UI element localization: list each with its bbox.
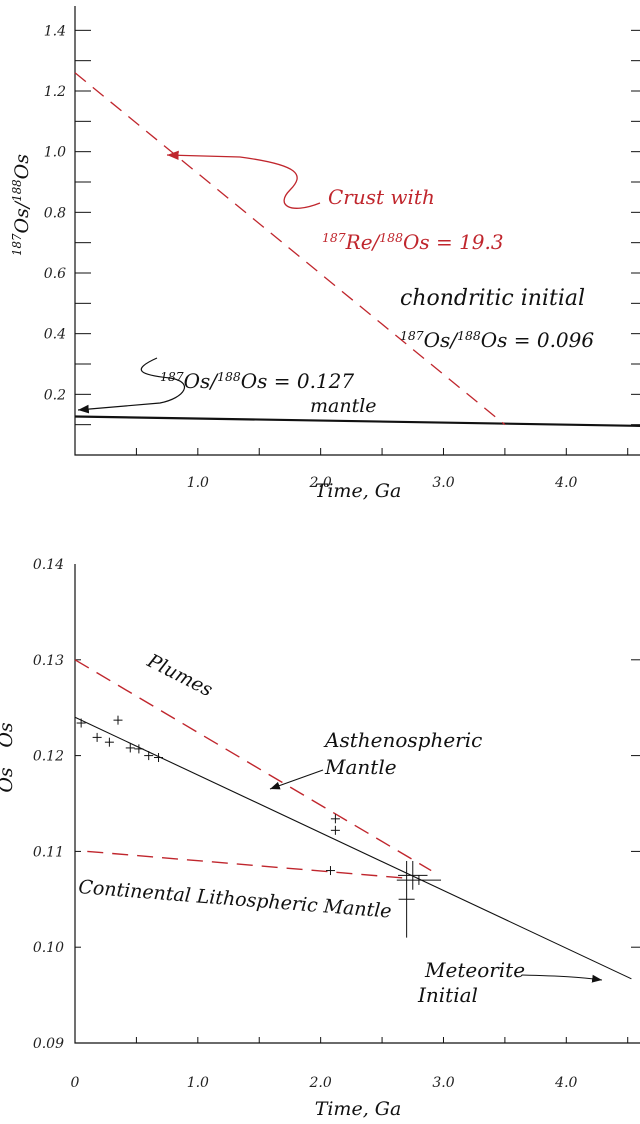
bottom-y-tick-label: 0.12 <box>33 749 64 765</box>
bottom-x-tick-label: 2.0 <box>309 1075 332 1091</box>
clm-line <box>87 850 407 879</box>
bottom-y-tick-label: 0.10 <box>33 940 64 956</box>
data-point <box>144 751 154 761</box>
top-ylabel: 187Os/188Os <box>10 154 33 256</box>
bottom-x-tick-label: 1.0 <box>187 1075 209 1091</box>
bottom-ylabel-partial-2: Os <box>0 767 17 793</box>
bottom-y-tick-label: 0.14 <box>33 557 64 573</box>
plumes-label: Plumes <box>143 649 217 701</box>
bottom-x-tick-label: 0 <box>71 1075 80 1091</box>
asthenospheric-mantle-line <box>74 716 632 980</box>
bottom-xlabel: Time, Ga <box>315 1098 402 1120</box>
top-x-tick-label: 1.0 <box>187 475 209 491</box>
meteorite-label-line2: Initial <box>417 983 478 1007</box>
bottom-y-tick-label: 0.09 <box>33 1036 64 1052</box>
mantle-evolution-line <box>74 415 640 427</box>
clm-label: Continental Lithospheric Mantle <box>78 876 393 923</box>
asthenospheric-label-line2: Mantle <box>324 755 397 779</box>
crust-evolution-line <box>74 72 506 426</box>
data-point <box>330 825 340 835</box>
bottom-x-tick-label: 4.0 <box>554 1075 577 1091</box>
bottom-ylabel-partial: Os <box>0 722 17 748</box>
data-point <box>325 866 335 876</box>
top-y-tick-label: 0.4 <box>44 327 66 343</box>
data-point <box>134 744 144 754</box>
data-point <box>125 743 135 753</box>
top-xlabel: Time, Ga <box>315 480 402 502</box>
mantle-ratio-arrow <box>77 357 185 414</box>
top-axis-ticks: 1.0 2.0 3.0 4.0 0.2 0.4 0.6 0.8 1.0 1.2 1.4 <box>44 23 640 491</box>
bottom-axis-ticks: 0 1.0 2.0 3.0 4.0 0.09 0.10 0.11 0.12 0.13 0.14 <box>33 557 640 1091</box>
top-y-tick-label: 1.0 <box>44 145 66 161</box>
top-y-tick-label: 0.6 <box>44 266 66 282</box>
top-y-tick-label: 1.2 <box>44 84 66 100</box>
bottom-y-tick-label: 0.13 <box>33 653 64 669</box>
top-plot-frame <box>74 6 640 456</box>
crust-label-line1: Crust with <box>328 185 435 209</box>
error-bar-point <box>396 875 442 885</box>
data-point <box>104 737 114 747</box>
top-series <box>74 72 640 427</box>
top-y-tick-label: 0.8 <box>44 205 66 221</box>
error-bar-point <box>398 860 415 938</box>
data-point <box>113 715 123 725</box>
error-bar-point <box>398 860 428 890</box>
top-y-tick-label: 1.4 <box>44 23 66 39</box>
top-chart: 1.0 2.0 3.0 4.0 0.2 0.4 0.6 0.8 1.0 1.2 1.4 187Os/… <box>10 6 640 502</box>
data-point <box>76 718 86 728</box>
bottom-y-tick-label: 0.11 <box>33 844 64 860</box>
meteorite-arrow <box>521 974 603 983</box>
chondritic-ratio: 187Os/188Os = 0.096 <box>400 328 594 353</box>
top-x-tick-label: 2.0 <box>309 475 332 491</box>
top-x-tick-label: 4.0 <box>554 475 577 491</box>
plumes-line <box>74 659 432 872</box>
asthenospheric-arrow <box>269 769 324 790</box>
bottom-series <box>74 659 632 980</box>
data-point <box>154 753 164 763</box>
bottom-data-points <box>76 715 442 938</box>
bottom-chart: 0 1.0 2.0 3.0 4.0 0.09 0.10 0.11 0.12 0.13 0.14 Os… <box>0 557 640 1120</box>
data-point <box>330 814 340 824</box>
bottom-plot-frame <box>74 564 640 1044</box>
mantle-label: mantle <box>310 395 377 417</box>
chondritic-label: chondritic initial <box>400 286 585 311</box>
asthenospheric-label-line1: Asthenospheric <box>323 728 482 752</box>
bottom-x-tick-label: 3.0 <box>432 1075 454 1091</box>
data-point <box>92 732 102 742</box>
crust-arrow <box>166 150 321 209</box>
mantle-ratio-label: 187Os/188Os = 0.127 <box>160 369 354 394</box>
meteorite-label-line1: Meteorite <box>424 958 525 982</box>
crust-label-line2: 187Re/188Os = 19.3 <box>322 230 504 255</box>
top-x-tick-label: 3.0 <box>432 475 454 491</box>
top-y-tick-label: 0.2 <box>44 387 66 403</box>
